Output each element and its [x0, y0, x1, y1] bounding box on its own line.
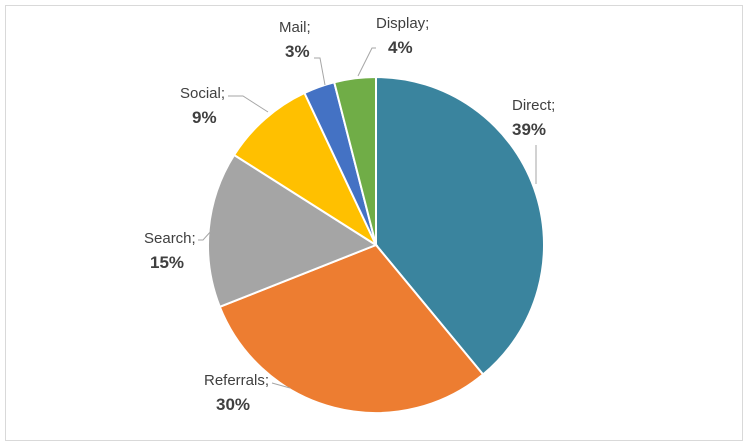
- slice-display: [333, 75, 377, 246]
- slice-referrals: [218, 243, 485, 415]
- slice-direct: [375, 75, 546, 376]
- label-referrals-value: 30%: [216, 395, 250, 414]
- leader-line-search: [198, 229, 213, 241]
- slice-social: [232, 91, 379, 248]
- label-mail-name: Mail;: [279, 19, 311, 36]
- leader-line-social: [228, 95, 269, 113]
- label-search-name: Search;: [144, 230, 196, 247]
- leader-line-mail: [314, 57, 326, 86]
- label-direct-name: Direct;: [512, 97, 555, 114]
- pie-slices: [207, 75, 546, 415]
- label-mail-value: 3%: [285, 42, 310, 61]
- leader-line-display: [357, 47, 376, 77]
- label-display-name: Display;: [376, 15, 429, 32]
- leader-line-referrals: [271, 382, 291, 389]
- leader-lines: [198, 47, 537, 389]
- label-social-value: 9%: [192, 108, 217, 127]
- label-search-value: 15%: [150, 253, 184, 272]
- label-social-name: Social;: [180, 85, 225, 102]
- slice-search: [207, 153, 379, 309]
- label-display-value: 4%: [388, 38, 413, 57]
- label-direct-value: 39%: [512, 120, 546, 139]
- label-referrals-name: Referrals;: [204, 372, 269, 389]
